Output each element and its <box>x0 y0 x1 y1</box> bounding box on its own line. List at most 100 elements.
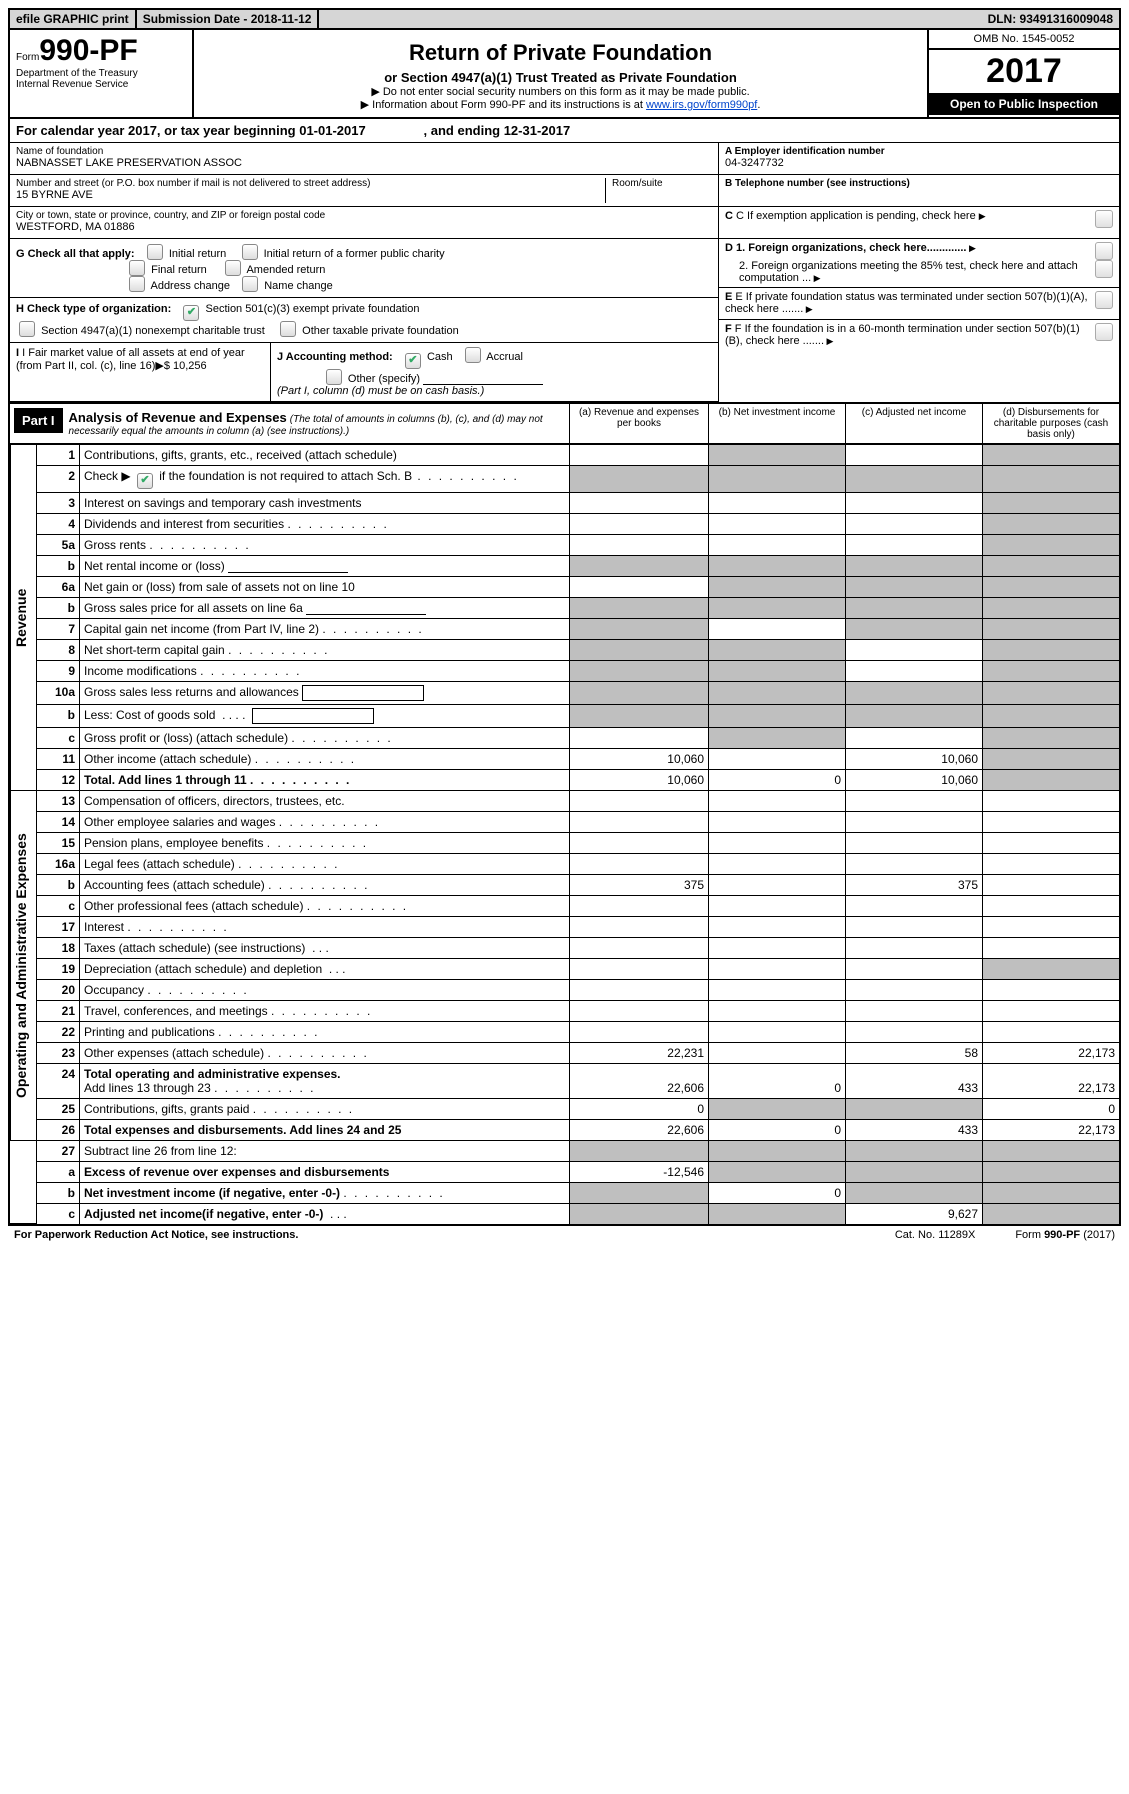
line-27a-desc: Excess of revenue over expenses and disb… <box>80 1162 570 1183</box>
line-27a-a: -12,546 <box>570 1162 709 1183</box>
line-26-c: 433 <box>846 1120 983 1141</box>
line-18-num: 18 <box>37 938 80 959</box>
chk-501c3[interactable] <box>183 305 199 321</box>
line-10a-desc: Gross sales less returns and allowances <box>80 682 570 705</box>
c-text: C If exemption application is pending, c… <box>736 210 976 222</box>
revenue-side-label: Revenue <box>10 445 31 790</box>
line-12-desc: Total. Add lines 1 through 11 <box>80 770 570 791</box>
open-public-badge: Open to Public Inspection <box>929 93 1119 115</box>
line-27b-b: 0 <box>709 1183 846 1204</box>
line-24-num: 24 <box>37 1064 80 1099</box>
j-accrual: Accrual <box>486 351 523 363</box>
line-27c-num: c <box>37 1204 80 1225</box>
expenses-side-label: Operating and Administrative Expenses <box>10 791 31 1140</box>
chk-initial-former[interactable] <box>242 244 258 260</box>
line-21-desc: Travel, conferences, and meetings <box>80 1001 570 1022</box>
chk-sch-b[interactable] <box>137 473 153 489</box>
line-27b-num: b <box>37 1183 80 1204</box>
line-7-num: 7 <box>37 619 80 640</box>
footer: For Paperwork Reduction Act Notice, see … <box>8 1226 1121 1244</box>
line-23-c: 58 <box>846 1043 983 1064</box>
chk-other-taxable[interactable] <box>280 321 296 337</box>
note-ssn: ▶ Do not enter social security numbers o… <box>200 85 921 98</box>
line-10b-num: b <box>37 705 80 728</box>
line-21-num: 21 <box>37 1001 80 1022</box>
line-6b-num: b <box>37 598 80 619</box>
chk-final-return[interactable] <box>129 260 145 276</box>
ein-label: A Employer identification number <box>725 146 1113 157</box>
line-16c-desc: Other professional fees (attach schedule… <box>80 896 570 917</box>
instructions-link[interactable]: www.irs.gov/form990pf <box>646 99 757 111</box>
line-23-d: 22,173 <box>983 1043 1120 1064</box>
chk-foreign-org[interactable] <box>1095 242 1113 260</box>
chk-4947a1[interactable] <box>19 321 35 337</box>
other-specify-input[interactable] <box>423 372 543 385</box>
chk-amended-return[interactable] <box>225 260 241 276</box>
j-label: J Accounting method: <box>277 351 393 363</box>
h-label: H Check type of organization: <box>16 303 171 315</box>
i-label: I <box>16 347 19 359</box>
cal-year-end: , and ending 12-31-2017 <box>424 123 571 138</box>
line-22-num: 22 <box>37 1022 80 1043</box>
d2-text: 2. Foreign organizations meeting the 85%… <box>739 260 1078 284</box>
line-16c-num: c <box>37 896 80 917</box>
line-13-desc: Compensation of officers, directors, tru… <box>80 791 570 812</box>
line-24-d: 22,173 <box>983 1064 1120 1099</box>
f-text: F If the foundation is in a 60-month ter… <box>725 323 1080 347</box>
line-10c-desc: Gross profit or (loss) (attach schedule) <box>80 728 570 749</box>
g-initial-former: Initial return of a former public charit… <box>264 248 445 260</box>
line-15-num: 15 <box>37 833 80 854</box>
chk-other-method[interactable] <box>326 369 342 385</box>
line-16b-num: b <box>37 875 80 896</box>
dln: DLN: 93491316009048 <box>982 10 1119 28</box>
chk-foreign-85[interactable] <box>1095 260 1113 278</box>
cal-year-begin: For calendar year 2017, or tax year begi… <box>16 123 366 138</box>
form-container: efile GRAPHIC print Submission Date - 20… <box>8 8 1121 1226</box>
line-23-num: 23 <box>37 1043 80 1064</box>
chk-60-month[interactable] <box>1095 323 1113 341</box>
line-1-desc: Contributions, gifts, grants, etc., rece… <box>80 445 570 466</box>
chk-name-change[interactable] <box>242 276 258 292</box>
line-27-desc: Subtract line 26 from line 12: <box>80 1141 570 1162</box>
line-5b-desc: Net rental income or (loss) <box>80 556 570 577</box>
info-grid: Name of foundation NABNASSET LAKE PRESER… <box>10 143 1119 404</box>
j-other: Other (specify) <box>348 373 420 385</box>
footer-catalog: Cat. No. 11289X <box>895 1229 976 1241</box>
chk-address-change[interactable] <box>129 276 145 292</box>
line-16a-desc: Legal fees (attach schedule) <box>80 854 570 875</box>
line-26-d: 22,173 <box>983 1120 1120 1141</box>
line-9-desc: Income modifications <box>80 661 570 682</box>
chk-initial-return[interactable] <box>147 244 163 260</box>
e-text: E If private foundation status was termi… <box>725 291 1088 315</box>
revenue-section: Revenue 1Contributions, gifts, grants, e… <box>10 445 1119 791</box>
city-label: City or town, state or province, country… <box>16 210 712 221</box>
line-4-desc: Dividends and interest from securities <box>80 514 570 535</box>
line-27a-num: a <box>37 1162 80 1183</box>
line-1-num: 1 <box>37 445 80 466</box>
j-cash: Cash <box>427 351 453 363</box>
chk-status-terminated[interactable] <box>1095 291 1113 309</box>
chk-accrual[interactable] <box>465 347 481 363</box>
line-23-desc: Other expenses (attach schedule) <box>80 1043 570 1064</box>
line-27c-c: 9,627 <box>846 1204 983 1225</box>
col-a-header: (a) Revenue and expenses per books <box>569 404 708 443</box>
chk-exemption-pending[interactable] <box>1095 210 1113 228</box>
address-label: Number and street (or P.O. box number if… <box>16 178 605 189</box>
h-4947a1: Section 4947(a)(1) nonexempt charitable … <box>41 325 265 337</box>
line-12-num: 12 <box>37 770 80 791</box>
arrow-icon <box>979 210 986 222</box>
chk-cash[interactable] <box>405 353 421 369</box>
line-16a-num: 16a <box>37 854 80 875</box>
form-prefix: Form <box>16 52 39 63</box>
expenses-section: Operating and Administrative Expenses 13… <box>10 791 1119 1141</box>
d1-text: D 1. Foreign organizations, check here..… <box>725 242 966 254</box>
form-title: Return of Private Foundation <box>200 40 921 66</box>
line-24-b: 0 <box>709 1064 846 1099</box>
line-25-d: 0 <box>983 1099 1120 1120</box>
arrow-icon <box>966 242 975 254</box>
ein-value: 04-3247732 <box>725 157 1113 169</box>
col-b-header: (b) Net investment income <box>708 404 845 443</box>
line-7-desc: Capital gain net income (from Part IV, l… <box>80 619 570 640</box>
line-16b-c: 375 <box>846 875 983 896</box>
phone-label: B Telephone number (see instructions) <box>725 178 1113 189</box>
